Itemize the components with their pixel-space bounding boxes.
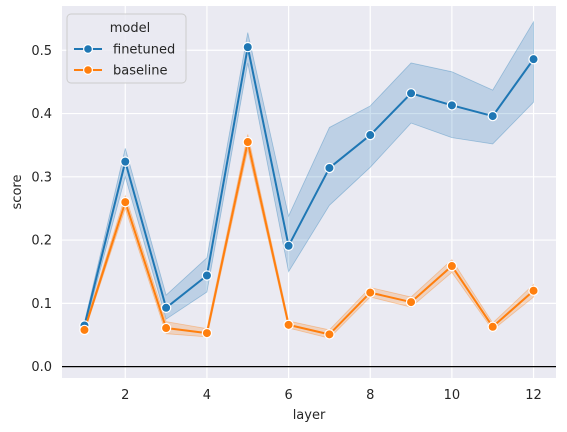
data-point-baseline — [160, 322, 172, 334]
data-point-finetuned — [405, 88, 417, 99]
legend: model finetuned baseline — [66, 13, 187, 84]
x-tick-label: 8 — [366, 388, 374, 403]
x-tick-label: 6 — [284, 388, 292, 403]
series-line-baseline — [83, 141, 535, 336]
data-point-baseline — [242, 136, 253, 148]
x-tick-label: 12 — [525, 388, 542, 403]
data-point-baseline — [365, 287, 376, 298]
data-point-baseline — [405, 296, 417, 308]
data-point-finetuned — [446, 100, 458, 111]
data-point-finetuned — [365, 129, 376, 141]
legend-box — [66, 13, 187, 84]
series-points — [79, 41, 539, 340]
data-point-baseline — [528, 285, 539, 296]
x-tick-label: 2 — [121, 388, 129, 403]
gridlines — [62, 6, 556, 378]
data-point-finetuned — [487, 110, 498, 122]
legend-marker-finetuned — [82, 43, 93, 54]
legend-items: finetuned baseline — [74, 43, 175, 79]
x-tick-labels: 2 4 6 8 10 12 — [121, 388, 542, 403]
data-point-finetuned — [201, 270, 213, 281]
y-tick-label: 0.1 — [31, 297, 52, 312]
data-point-finetuned — [528, 53, 539, 65]
data-point-finetuned — [324, 162, 335, 174]
data-point-finetuned — [283, 240, 294, 251]
data-point-baseline — [201, 327, 213, 339]
y-tick-label: 0.0 — [31, 360, 52, 375]
legend-marker-baseline — [82, 64, 93, 75]
y-tick-label: 0.2 — [31, 234, 52, 249]
x-axis-label: layer — [293, 408, 326, 423]
series-line-finetuned — [83, 46, 535, 326]
y-tick-label: 0.3 — [31, 170, 52, 185]
data-point-baseline — [487, 321, 498, 332]
series-lines — [83, 46, 535, 336]
data-point-baseline — [446, 260, 458, 272]
x-tick-label: 4 — [203, 388, 211, 403]
y-tick-label: 0.5 — [31, 44, 52, 59]
data-point-baseline — [283, 319, 294, 331]
confidence-band-finetuned — [84, 20, 534, 329]
data-point-finetuned — [120, 156, 131, 167]
data-point-baseline — [79, 324, 90, 336]
data-point-finetuned — [242, 41, 253, 53]
legend-label-finetuned: finetuned — [113, 43, 175, 58]
legend-title: model — [110, 21, 150, 36]
y-axis-label: score — [10, 175, 25, 210]
data-point-baseline — [120, 196, 131, 208]
data-point-finetuned — [160, 302, 172, 313]
data-point-baseline — [324, 329, 335, 340]
x-tick-label: 10 — [444, 388, 461, 403]
y-tick-label: 0.4 — [31, 107, 52, 122]
legend-label-baseline: baseline — [113, 64, 167, 79]
y-tick-labels: 0.0 0.1 0.2 0.3 0.4 0.5 — [31, 44, 52, 375]
